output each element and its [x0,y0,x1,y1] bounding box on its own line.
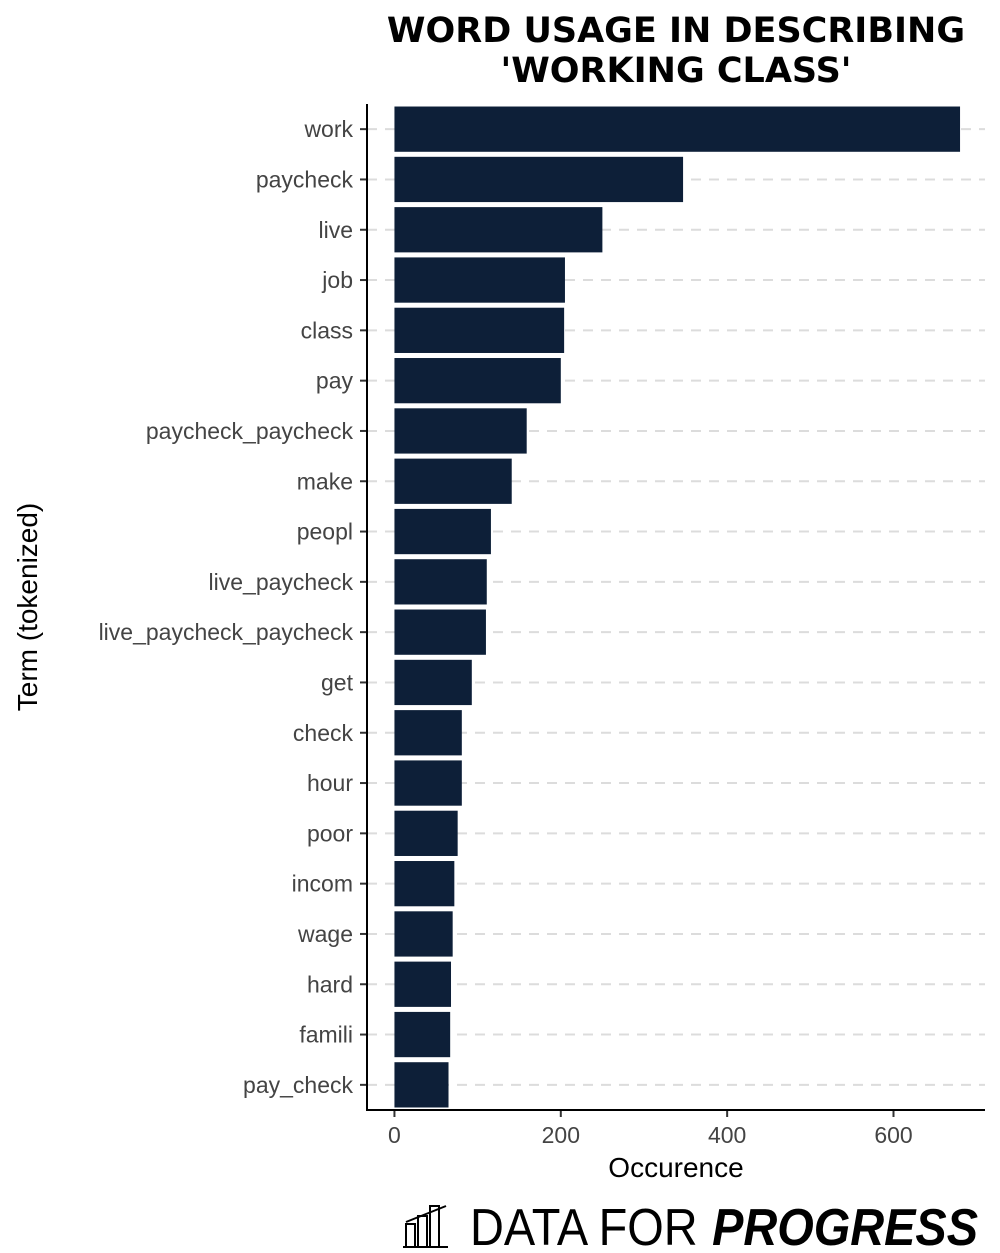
bar-make [394,458,512,504]
chart-title-line-2: 'WORKING CLASS' [500,51,851,91]
y-tick-label: wage [297,921,353,947]
chart-title-line-1: WORD USAGE IN DESCRIBING [387,11,965,51]
bar-incom [394,861,455,907]
bars [394,106,961,1108]
bar-get [394,659,472,706]
brand-wordmark: DATA FOR PROGRESS [470,1199,978,1253]
bar-famili [394,1011,451,1058]
bar-paycheck-paycheck [394,408,527,454]
x-axis-ticks: 0 200 400 600 [388,1110,913,1148]
y-tick-label: live_paycheck_paycheck [99,619,354,645]
bar-check [394,710,462,756]
brand-bold-text: PROGRESS [712,1199,978,1253]
brand-light-text: DATA FOR [470,1199,698,1253]
y-tick-label: paycheck [256,166,354,192]
x-tick-label: 400 [708,1122,746,1148]
y-tick-label: incom [292,871,353,897]
bar-paycheck [394,156,684,203]
y-axis-title: Term (tokenized) [12,503,43,712]
bar-hard [394,961,452,1007]
bar-hour [394,760,462,806]
bar-pay [394,358,561,404]
y-tick-label: pay [316,368,354,394]
y-tick-label: peopl [297,519,353,545]
y-tick-label: live [318,217,353,243]
y-axis-ticks: work paycheck live job class pay paycheck_payc… [99,116,367,1098]
bar-work [394,106,961,152]
x-tick-label: 0 [388,1122,401,1148]
y-tick-label: work [303,116,353,142]
y-tick-label: paycheck_paycheck [146,418,354,444]
bar-job [394,257,565,303]
y-tick-label: pay_check [243,1072,353,1098]
y-tick-label: make [297,468,353,494]
y-tick-label: job [321,267,353,293]
y-tick-label: class [301,317,353,343]
bar-live-paycheck [394,559,487,605]
y-tick-label: hour [307,770,353,796]
bar-peopl [394,508,491,555]
x-tick-label: 600 [874,1122,912,1148]
y-tick-label: live_paycheck [209,569,354,595]
bar-pay-check [394,1062,449,1108]
bar-live-paycheck-paycheck [394,609,486,655]
x-axis-title: Occurence [608,1152,743,1183]
bar-poor [394,810,458,856]
x-tick-label: 200 [542,1122,580,1148]
bar-chart-logo-icon [403,1205,448,1248]
y-tick-label: famili [299,1022,353,1048]
y-tick-label: poor [307,820,353,846]
gridlines [367,128,985,1086]
bar-live [394,207,603,253]
bar-class [394,307,565,353]
y-tick-label: hard [307,971,353,997]
y-tick-label: get [321,669,354,695]
y-tick-label: check [293,720,354,746]
bar-wage [394,911,453,957]
